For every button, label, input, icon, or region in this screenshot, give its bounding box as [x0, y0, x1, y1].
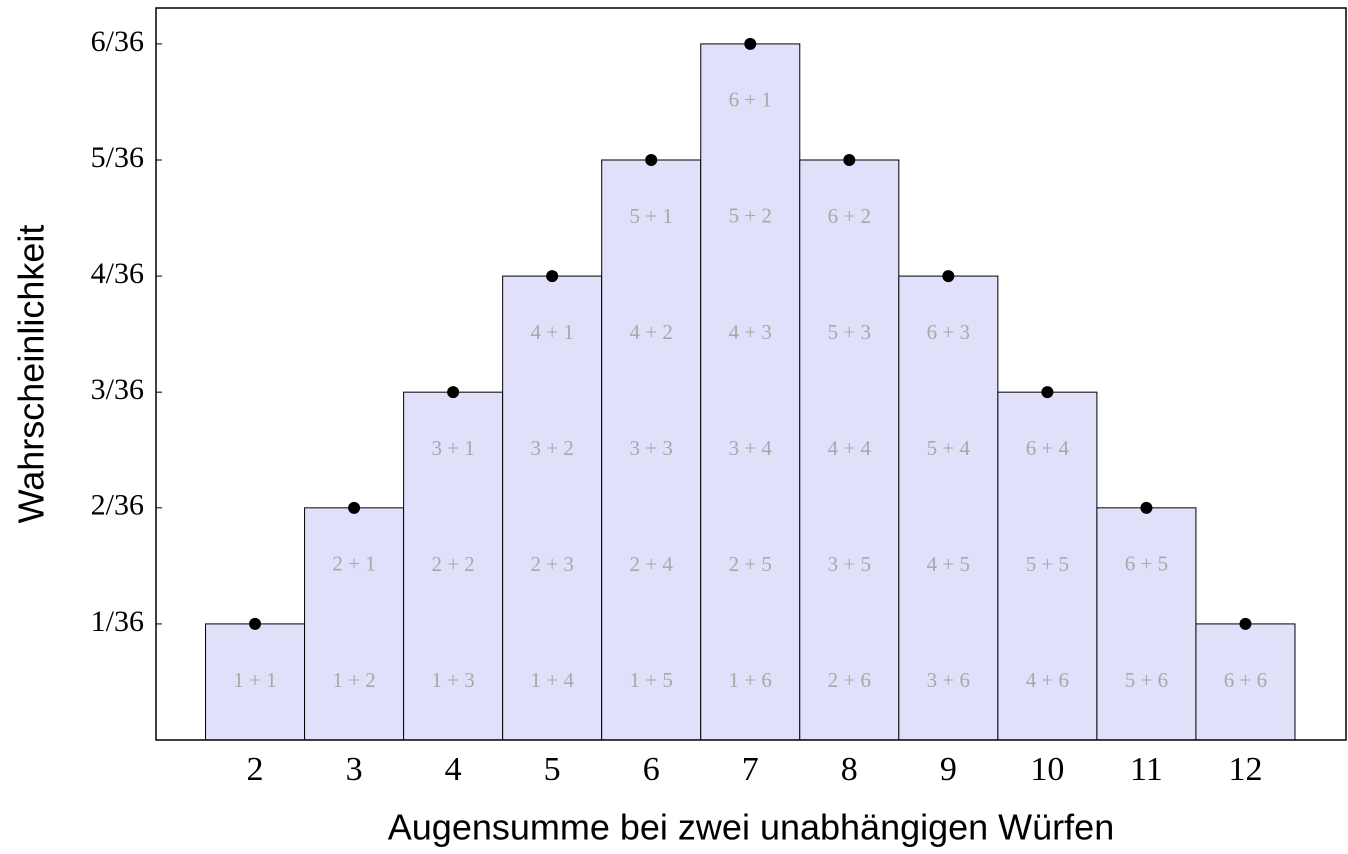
point: [843, 153, 856, 166]
combination-label: 6 + 3: [927, 320, 970, 344]
point: [249, 617, 262, 630]
combination-label: 3 + 5: [828, 552, 871, 576]
x-tick-label: 12: [1228, 751, 1262, 788]
combination-label: 4 + 6: [1026, 668, 1069, 692]
combination-label: 5 + 3: [828, 320, 871, 344]
point: [546, 270, 559, 283]
point: [1041, 386, 1054, 399]
x-tick-label: 5: [544, 751, 561, 788]
combination-label: 6 + 1: [729, 88, 772, 112]
bar: [700, 43, 801, 741]
combination-label: 2 + 2: [431, 552, 474, 576]
combination-label: 1 + 4: [530, 668, 574, 692]
combination-label: 1 + 5: [630, 668, 673, 692]
point: [1140, 501, 1153, 514]
y-tick-label: 1/36: [91, 605, 144, 638]
y-tick-label: 2/36: [91, 489, 144, 522]
y-tick-label: 5/36: [91, 141, 144, 174]
combination-label: 2 + 3: [530, 552, 573, 576]
point: [1239, 617, 1252, 630]
combination-label: 3 + 2: [530, 436, 573, 460]
combination-label: 4 + 2: [630, 320, 673, 344]
bar: [304, 507, 405, 741]
combination-label: 1 + 1: [233, 668, 276, 692]
bar: [1195, 623, 1296, 741]
x-tick-label: 3: [346, 751, 363, 788]
combination-label: 3 + 3: [630, 436, 673, 460]
combination-label: 3 + 1: [431, 436, 474, 460]
point: [348, 501, 361, 514]
y-tick-label: 3/36: [91, 373, 144, 406]
combination-label: 5 + 4: [927, 436, 971, 460]
bar: [898, 275, 999, 741]
combination-label: 4 + 4: [828, 436, 872, 460]
combination-label: 2 + 5: [729, 552, 772, 576]
combination-label: 6 + 2: [828, 204, 871, 228]
combination-label: 4 + 5: [927, 552, 970, 576]
x-tick-label: 6: [643, 751, 660, 788]
point: [447, 386, 460, 399]
combination-label: 1 + 6: [729, 668, 772, 692]
combination-label: 5 + 2: [729, 204, 772, 228]
x-tick-label: 11: [1130, 751, 1163, 788]
x-tick-label: 7: [742, 751, 759, 788]
combination-label: 4 + 3: [729, 320, 772, 344]
combination-label: 1 + 2: [332, 668, 375, 692]
x-tick-label: 4: [445, 751, 462, 788]
x-tick-label: 2: [247, 751, 264, 788]
combination-label: 6 + 4: [1026, 436, 1070, 460]
combination-label: 5 + 1: [630, 204, 673, 228]
x-tick-label: 8: [841, 751, 858, 788]
combination-label: 6 + 5: [1125, 552, 1168, 576]
combination-label: 4 + 1: [530, 320, 573, 344]
bar: [799, 159, 900, 741]
x-axis-label: Augensumme bei zwei unabhängigen Würfen: [388, 807, 1114, 848]
combination-label: 6 + 6: [1224, 668, 1267, 692]
combination-label: 3 + 6: [927, 668, 970, 692]
y-tick-label: 6/36: [91, 25, 144, 58]
combination-label: 1 + 3: [431, 668, 474, 692]
bar: [997, 391, 1098, 741]
combination-label: 5 + 5: [1026, 552, 1069, 576]
point: [645, 153, 658, 166]
combination-label: 3 + 4: [729, 436, 773, 460]
x-tick-label: 10: [1030, 751, 1064, 788]
plot-frame: [155, 7, 1347, 741]
point: [942, 270, 955, 283]
combination-label: 5 + 6: [1125, 668, 1168, 692]
combination-label: 2 + 1: [332, 552, 375, 576]
x-tick-label: 9: [940, 751, 957, 788]
combination-label: 2 + 6: [828, 668, 871, 692]
y-tick-label: 4/36: [91, 257, 144, 290]
bar: [502, 275, 603, 741]
bar: [1096, 507, 1197, 741]
y-axis-label: Wahrscheinlichkeit: [11, 225, 52, 524]
combination-label: 2 + 4: [630, 552, 674, 576]
point: [744, 37, 757, 50]
